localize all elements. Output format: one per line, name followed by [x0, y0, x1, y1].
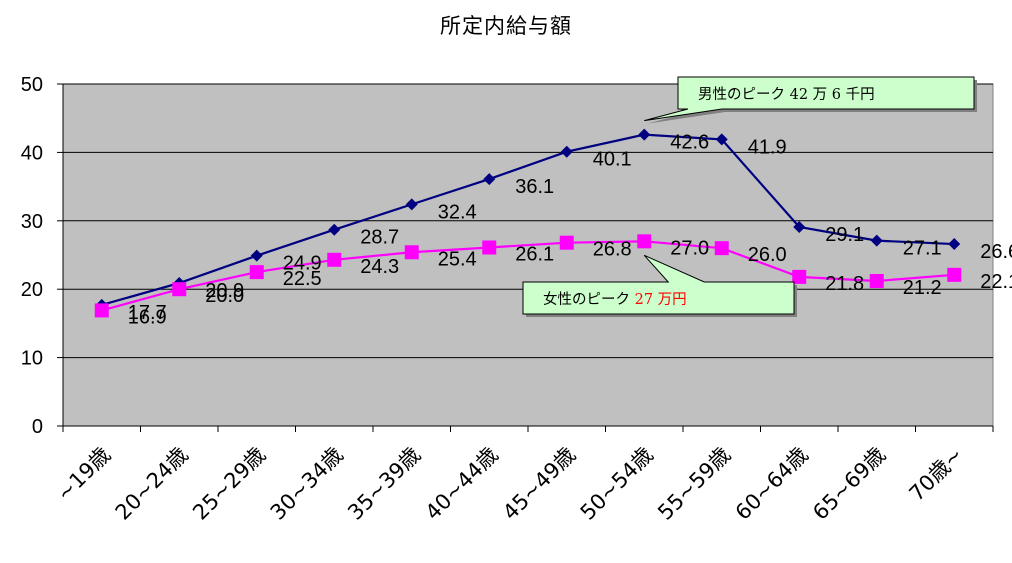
- data-label: 36.1: [515, 176, 554, 198]
- data-label: 26.1: [515, 243, 554, 265]
- data-labels: 17.7 20.9 24.9 28.7 32.4 36.1 40.1 42.6 41.9 29.1…: [128, 132, 1012, 329]
- callout-text-part: 女性のピーク: [543, 290, 630, 308]
- data-label: 21.2: [903, 277, 942, 299]
- data-point: [328, 223, 341, 236]
- x-tick-label: 20~24歳: [111, 443, 193, 525]
- x-tick-label: 45~49歳: [498, 443, 580, 525]
- data-label: 25.4: [438, 248, 477, 270]
- data-point: [327, 252, 342, 267]
- x-tick-label: 60~64歳: [731, 443, 813, 525]
- data-label: 21.8: [825, 273, 864, 295]
- data-label: 16.9: [128, 306, 167, 328]
- data-point: [94, 303, 109, 318]
- x-tick-label: 40~44歳: [421, 443, 503, 525]
- data-point: [560, 145, 573, 158]
- data-label: 27.0: [670, 237, 709, 259]
- data-label: 41.9: [748, 136, 787, 158]
- y-tick-label: 10: [21, 348, 43, 370]
- callout-text-part: 男性のピーク 42 万 6 千円: [698, 86, 875, 103]
- x-tick-label: 70歳~: [905, 443, 968, 506]
- series-line-0: [101, 133, 955, 306]
- data-label: 28.7: [360, 227, 399, 249]
- data-label: 26.6: [980, 241, 1012, 263]
- data-label: 17.7: [128, 302, 167, 324]
- callout-box: [522, 254, 795, 315]
- data-point: [249, 265, 264, 280]
- data-point: [404, 245, 419, 260]
- data-label: 26.0: [748, 244, 787, 266]
- callout-box: [644, 76, 975, 122]
- x-tick-label: ~19歳: [52, 443, 115, 506]
- callout-text: 女性のピーク 27 万円: [543, 290, 687, 308]
- data-label: 20.9: [205, 280, 244, 302]
- x-axis-ticks: ~19歳20~24歳25~29歳30~34歳35~39歳40~44歳45~49歳…: [52, 443, 968, 525]
- data-point: [793, 220, 806, 233]
- y-tick-label: 30: [21, 211, 43, 233]
- data-point: [405, 198, 418, 211]
- data-label: 20.0: [205, 285, 244, 307]
- y-axis-ticks: 0 10 20 30 40 50: [21, 74, 43, 438]
- x-tick-label: 50~54歳: [576, 443, 658, 525]
- data-point: [948, 238, 961, 251]
- data-point: [947, 267, 962, 282]
- data-label: 40.1: [593, 149, 632, 171]
- x-tick-label: 65~69歳: [808, 443, 890, 525]
- data-label: 32.4: [438, 201, 477, 223]
- data-label: 26.8: [593, 239, 632, 261]
- chart-title: 所定内給与額: [440, 14, 572, 38]
- data-point: [482, 240, 497, 255]
- y-tick-label: 50: [21, 74, 43, 96]
- x-tick-label: 30~34歳: [266, 443, 348, 525]
- x-tick-label: 25~29歳: [188, 443, 270, 525]
- data-label: 22.1: [980, 271, 1012, 293]
- x-tick-label: 55~59歳: [653, 443, 735, 525]
- data-point: [172, 282, 187, 297]
- callout-text-part: 27 万円: [630, 292, 687, 308]
- series-group: [94, 128, 962, 318]
- series-line-1: [101, 240, 955, 312]
- data-point: [869, 273, 884, 288]
- data-point: [870, 234, 883, 247]
- axes: [57, 83, 994, 432]
- data-point: [638, 128, 651, 141]
- data-label: 27.1: [903, 238, 942, 260]
- data-label: 42.6: [670, 132, 709, 154]
- data-label: 22.5: [283, 268, 322, 290]
- y-tick-label: 20: [21, 279, 43, 301]
- data-point: [792, 269, 807, 284]
- data-point: [559, 235, 574, 250]
- data-point: [715, 133, 728, 146]
- y-tick-label: 0: [32, 416, 43, 438]
- data-point: [637, 234, 652, 249]
- callout-text: 男性のピーク 42 万 6 千円: [698, 86, 875, 103]
- data-point: [250, 249, 263, 262]
- plot-area: [62, 83, 994, 427]
- data-point: [483, 173, 496, 186]
- x-tick-label: 35~39歳: [343, 443, 425, 525]
- data-label: 24.9: [283, 253, 322, 275]
- y-tick-label: 40: [21, 142, 43, 164]
- data-label: 24.3: [360, 256, 399, 278]
- data-label: 29.1: [825, 224, 864, 246]
- data-point: [714, 241, 729, 256]
